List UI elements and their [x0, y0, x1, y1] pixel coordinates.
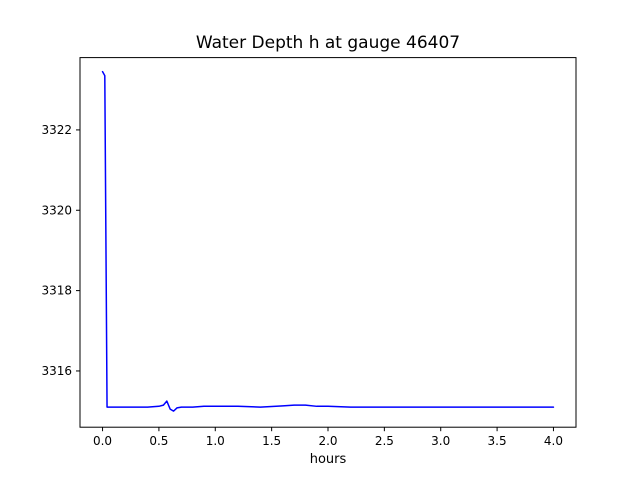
x-tick-label: 0.5	[149, 434, 168, 448]
x-tick-label: 0.0	[93, 434, 112, 448]
x-tick-label: 3.5	[488, 434, 507, 448]
axes-spines	[79, 57, 577, 428]
data-line-water-depth-h	[101, 70, 555, 412]
x-axis-label: hours	[309, 452, 347, 467]
y-tick-label: 3316	[41, 364, 72, 378]
y-tick-label: 3320	[41, 203, 72, 217]
x-tick-label: 1.5	[262, 434, 281, 448]
y-tick-label: 3318	[41, 284, 72, 298]
y-tick-label: 3322	[41, 123, 72, 137]
x-tick-label: 2.0	[318, 434, 337, 448]
x-tick-label: 4.0	[544, 434, 563, 448]
x-tick-label: 2.5	[375, 434, 394, 448]
x-tick-label: 1.0	[206, 434, 225, 448]
chart-title: Water Depth h at gauge 46407	[195, 33, 461, 53]
x-tick-label: 3.0	[431, 434, 450, 448]
